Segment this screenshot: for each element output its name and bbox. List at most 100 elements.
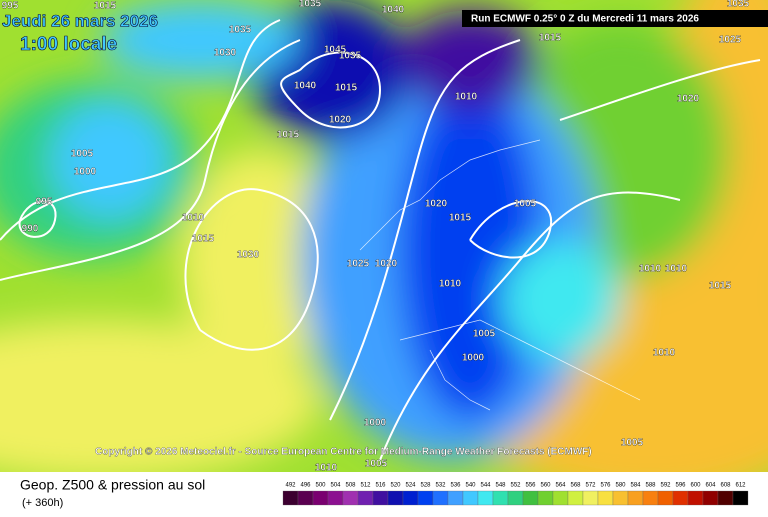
colorbar-swatch (657, 490, 674, 506)
colorbar-swatch (417, 490, 434, 506)
colorbar-label: 596 (675, 483, 686, 489)
isobar-label: 1015 (94, 1, 117, 12)
colorbar-label: 528 (420, 483, 431, 489)
run-label: Run ECMWF 0.25° 0 Z du Mercredi 11 mars … (471, 14, 699, 25)
colorbar: 492 496 500 504 508 512 516 520 524 528 532 536 540 5… (282, 483, 749, 506)
colorbar-label: 540 (465, 483, 476, 489)
isobar-label: 1015 (335, 83, 358, 94)
isobar-label: 1000 (462, 353, 485, 364)
colorbar-label: 572 (585, 483, 596, 489)
colorbar-label: 552 (510, 483, 521, 489)
colorbar-label: 532 (435, 483, 446, 489)
isobar-label: 1010 (439, 279, 462, 290)
isobar-label: 1015 (709, 281, 732, 292)
colorbar-label: 588 (645, 483, 656, 489)
isobar-label: 995 (36, 197, 53, 208)
colorbar-label: 584 (630, 483, 641, 489)
isobar-label: 1020 (375, 259, 398, 270)
coastlines (359, 139, 641, 411)
isobar-label: 1005 (621, 438, 644, 449)
isobar-label: 1015 (539, 33, 562, 44)
isobar-label: 1035 (339, 51, 362, 62)
isobar-label: 1010 (182, 213, 205, 224)
isobar-label: 995 (2, 1, 19, 12)
colorbar-label: 612 (735, 483, 746, 489)
isobar-label: 1040 (382, 5, 405, 16)
run-box (462, 10, 768, 27)
colorbar-swatch (567, 490, 584, 506)
colorbar-label: 544 (480, 483, 491, 489)
colorbar-swatch (387, 490, 404, 506)
footer-title: Geop. Z500 & pression au sol (20, 477, 205, 493)
colorbar-swatch (342, 490, 359, 506)
isobar-label: 1000 (364, 418, 387, 429)
isobar-label: 1015 (192, 234, 215, 245)
isobar-label: 1020 (677, 94, 700, 105)
colorbar-label: 580 (615, 483, 626, 489)
colorbar-label: 504 (330, 483, 341, 489)
isobar-label: 1030 (237, 250, 260, 261)
colorbar-swatch (702, 490, 719, 506)
colorbar-label: 512 (360, 483, 371, 489)
colorbar-swatch (372, 490, 389, 506)
isobar-label: 1010 (665, 264, 688, 275)
colorbar-swatch (462, 490, 479, 506)
colorbar-swatch (282, 490, 299, 506)
colorbar-label: 492 (285, 483, 296, 489)
isobar-label: 1010 (315, 463, 338, 474)
isobar-label: 1015 (277, 130, 300, 141)
colorbar-swatch (402, 490, 419, 506)
isobar-label: 1040 (294, 81, 317, 92)
colorbar-label: 524 (405, 483, 416, 489)
colorbar-label: 536 (450, 483, 461, 489)
colorbar-swatch (357, 490, 374, 506)
colorbar-label: 560 (540, 483, 551, 489)
isobar-label: 1005 (71, 149, 94, 160)
colorbar-label: 564 (555, 483, 566, 489)
isobar-label: 1015 (449, 213, 472, 224)
colorbar-swatch (507, 490, 524, 506)
isobar-label: 1005 (514, 199, 537, 210)
colorbar-swatch (732, 490, 749, 506)
colorbar-swatch (687, 490, 704, 506)
isobar-label: 1010 (639, 264, 662, 275)
footer-lead: (+ 360h) (22, 497, 63, 509)
colorbar-swatch (492, 490, 509, 506)
isobar-label: 1020 (425, 199, 448, 210)
colorbar-swatch (537, 490, 554, 506)
colorbar-label: 500 (315, 483, 326, 489)
colorbar-label: 600 (690, 483, 701, 489)
isobar-label: 1035 (727, 0, 750, 10)
colorbar-label: 568 (570, 483, 581, 489)
colorbar-swatch (432, 490, 449, 506)
colorbar-label: 548 (495, 483, 506, 489)
isobar-label: 1020 (329, 115, 352, 126)
colorbar-label: 508 (345, 483, 356, 489)
colorbar-label: 592 (660, 483, 671, 489)
colorbar-swatch (327, 490, 344, 506)
colorbar-swatch (477, 490, 494, 506)
isobar-label: 1010 (653, 348, 676, 359)
colorbar-label: 608 (720, 483, 731, 489)
colorbar-swatch (552, 490, 569, 506)
colorbar-swatch (642, 490, 659, 506)
colorbar-swatch (597, 490, 614, 506)
isobars (0, 19, 761, 461)
colorbar-swatch (627, 490, 644, 506)
isobar-label: 1005 (473, 329, 496, 340)
colorbar-swatch (447, 490, 464, 506)
colorbar-swatch (672, 490, 689, 506)
colorbar-swatch (612, 490, 629, 506)
colorbar-label: 556 (525, 483, 536, 489)
isobar-label: 1035 (229, 25, 252, 36)
isobar-label: 1030 (214, 48, 237, 59)
credit: Copyright © 2026 Meteociel.fr - Source E… (95, 447, 592, 458)
colorbar-label: 604 (705, 483, 716, 489)
isobar-label: 1025 (719, 35, 742, 46)
colorbar-label: 576 (600, 483, 611, 489)
colorbar-swatch (297, 490, 314, 506)
map-field (0, 0, 768, 500)
colorbar-swatch (717, 490, 734, 506)
isobar-label: 1000 (74, 167, 97, 178)
